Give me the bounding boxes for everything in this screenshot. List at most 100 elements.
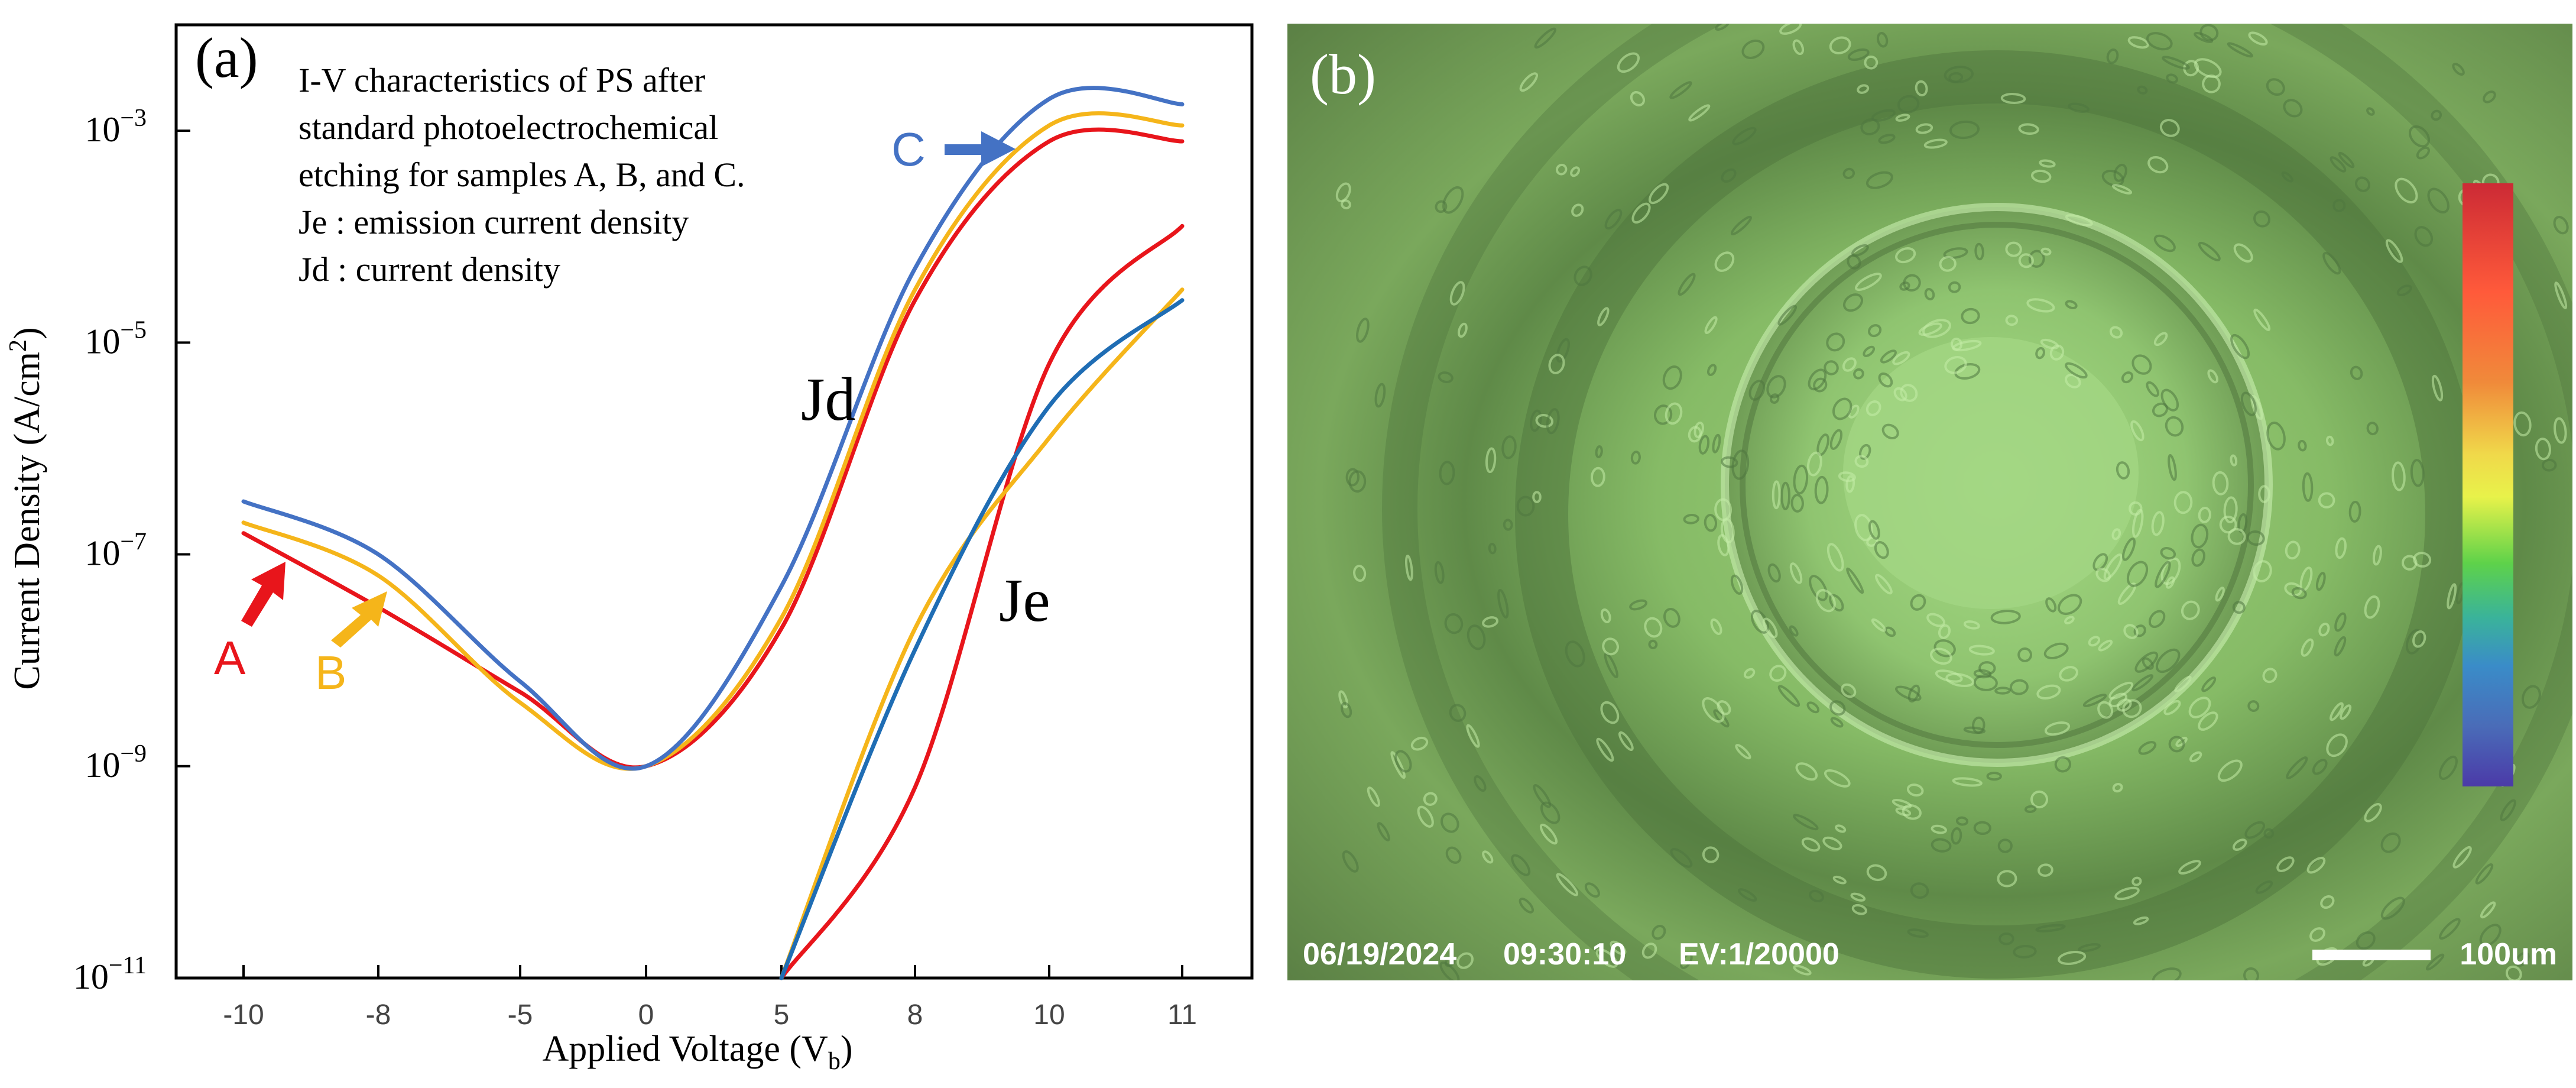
surface-feature: [2109, 326, 2123, 339]
surface-feature: [2291, 587, 2307, 600]
surface-feature: [2217, 759, 2243, 782]
surface-feature: [2232, 601, 2246, 614]
surface-feature: [1631, 202, 1651, 224]
surface-feature: [1853, 368, 1864, 380]
surface-feature: [2165, 576, 2175, 589]
surface-feature: [1548, 354, 1565, 374]
surface-feature: [2054, 756, 2072, 773]
arrow-a-icon: [241, 562, 285, 627]
surface-feature: [1704, 514, 1718, 532]
surface-feature: [2134, 651, 2159, 673]
surface-feature: [1945, 672, 1974, 687]
sample-label-c: C: [891, 123, 926, 176]
surface-feature: [1457, 322, 1468, 338]
x-tick-label: 11: [1167, 999, 1197, 1031]
surface-feature: [1842, 293, 1864, 312]
surface-feature: [1653, 404, 1673, 425]
surface-feature: [2201, 676, 2217, 692]
surface-feature: [1972, 716, 1985, 734]
sample-label-b: B: [315, 646, 346, 699]
surface-feature: [2097, 701, 2114, 719]
surface-feature: [1874, 574, 1893, 595]
surface-feature: [2131, 674, 2154, 692]
surface-feature: [1880, 349, 1897, 364]
surface-feature: [1777, 685, 1800, 707]
surface-feature: [2521, 685, 2541, 709]
surface-feature: [1826, 543, 1844, 572]
surface-feature: [1438, 371, 1454, 384]
surface-feature: [1878, 372, 1893, 388]
surface-feature: [2035, 924, 2066, 932]
surface-feature: [1963, 726, 1986, 734]
surface-feature: [2427, 187, 2450, 213]
surface-feature: [1670, 848, 1693, 868]
annotation-block: I-V characteristics of PS after standard…: [299, 61, 745, 289]
surface-feature: [1841, 683, 1857, 698]
surface-feature: [1924, 287, 1935, 301]
surface-feature: [1809, 575, 1828, 601]
surface-feature: [1641, 943, 1657, 959]
surface-feature: [2262, 668, 2277, 684]
surface-feature: [2438, 755, 2458, 781]
surface-feature: [1813, 377, 1828, 393]
surface-feature: [2043, 642, 2069, 659]
surface-feature: [1730, 215, 1752, 235]
surface-feature: [2402, 555, 2418, 571]
surface-feature: [1767, 563, 1781, 583]
surface-feature: [2207, 369, 2219, 384]
surface-feature: [2116, 461, 2130, 480]
surface-feature: [2281, 171, 2293, 183]
surface-feature: [2405, 629, 2423, 655]
surface-feature: [1832, 875, 1847, 885]
surface-feature: [2039, 159, 2056, 168]
surface-feature: [1714, 251, 1735, 272]
surface-feature: [1530, 409, 1542, 432]
surface-feature: [2160, 388, 2179, 412]
surface-feature: [2082, 694, 2107, 707]
surface-feature: [1922, 319, 1951, 338]
surface-feature: [1533, 783, 1552, 808]
surface-feature: [2198, 507, 2211, 523]
surface-feature: [1571, 203, 1584, 217]
surface-feature: [2044, 721, 2071, 736]
surface-feature: [1423, 792, 1438, 806]
surface-feature: [2230, 333, 2250, 360]
surface-feature: [2335, 537, 2347, 559]
surface-feature: [1948, 281, 1961, 293]
surface-feature: [2035, 347, 2045, 360]
annotation-line: etching for samples A, B, and C.: [299, 156, 745, 194]
surface-feature: [1910, 594, 1926, 611]
surface-feature: [1824, 360, 1839, 375]
surface-feature: [2092, 553, 2108, 571]
surface-feature: [1949, 120, 1980, 140]
exposure-value: EV:1/20000: [1679, 937, 1839, 972]
surface-feature: [2266, 78, 2285, 96]
surface-feature: [2325, 435, 2334, 446]
surface-feature: [1516, 496, 1535, 517]
surface-feature: [2106, 48, 2119, 64]
x-tick-label: 8: [907, 999, 923, 1031]
surface-feature: [2159, 119, 2180, 137]
surface-feature: [1546, 408, 1560, 435]
surface-feature: [2114, 886, 2140, 901]
surface-feature: [1449, 704, 1467, 722]
surface-feature: [2244, 821, 2266, 839]
surface-feature: [2380, 896, 2405, 920]
surface-feature: [2410, 459, 2425, 487]
capture-date: 06/19/2024: [1303, 937, 1457, 972]
surface-feature: [2283, 99, 2303, 118]
surface-feature: [1439, 961, 1460, 980]
surface-feature: [1721, 168, 1737, 183]
surface-feature: [1556, 338, 1570, 363]
surface-feature: [2036, 684, 2061, 700]
surface-feature: [2202, 75, 2221, 93]
surface-feature: [1789, 625, 1799, 637]
surface-feature: [1780, 481, 1791, 510]
surface-feature: [2447, 583, 2457, 610]
surface-feature: [2111, 184, 2133, 195]
surface-feature: [2315, 572, 2326, 591]
surface-feature: [1939, 255, 1957, 272]
surface-feature: [1466, 724, 1480, 748]
surface-feature: [1748, 380, 1766, 401]
annotation-line: standard photoelectrochemical: [299, 108, 718, 147]
